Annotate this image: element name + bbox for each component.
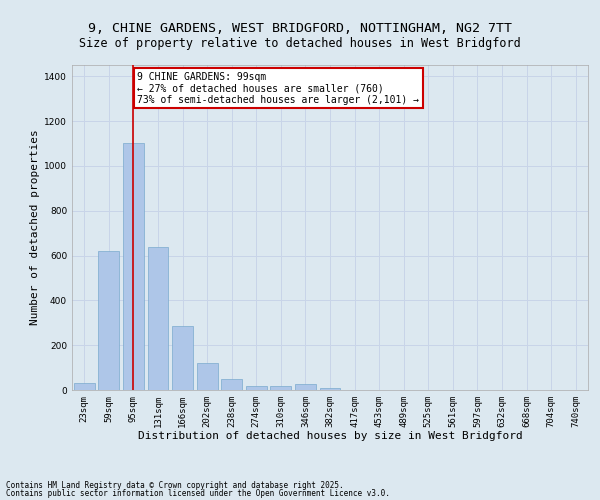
Y-axis label: Number of detached properties: Number of detached properties	[30, 130, 40, 326]
X-axis label: Distribution of detached houses by size in West Bridgford: Distribution of detached houses by size …	[137, 432, 523, 442]
Bar	[271, 386, 292, 390]
Text: 9, CHINE GARDENS, WEST BRIDGFORD, NOTTINGHAM, NG2 7TT: 9, CHINE GARDENS, WEST BRIDGFORD, NOTTIN…	[88, 22, 512, 36]
Bar	[123, 144, 144, 390]
Bar	[74, 384, 95, 390]
Bar	[246, 386, 267, 390]
Bar	[148, 246, 169, 390]
Text: Size of property relative to detached houses in West Bridgford: Size of property relative to detached ho…	[79, 38, 521, 51]
Text: Contains public sector information licensed under the Open Government Licence v3: Contains public sector information licen…	[6, 489, 390, 498]
Text: 9 CHINE GARDENS: 99sqm
← 27% of detached houses are smaller (760)
73% of semi-de: 9 CHINE GARDENS: 99sqm ← 27% of detached…	[137, 72, 419, 105]
Bar	[98, 251, 119, 390]
Bar	[221, 379, 242, 390]
Bar	[320, 388, 340, 390]
Bar	[172, 326, 193, 390]
Bar	[295, 384, 316, 390]
Bar	[197, 363, 218, 390]
Text: Contains HM Land Registry data © Crown copyright and database right 2025.: Contains HM Land Registry data © Crown c…	[6, 480, 344, 490]
